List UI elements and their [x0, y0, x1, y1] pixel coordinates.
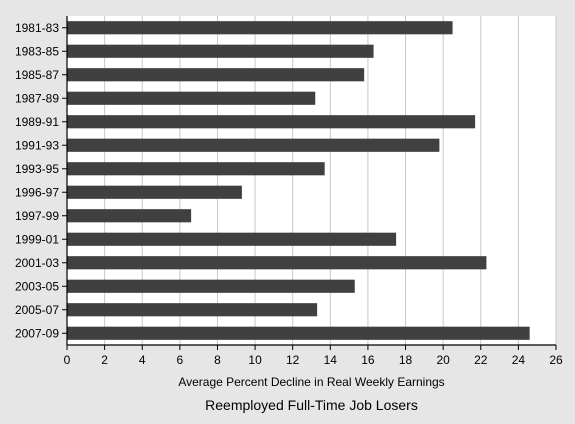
x-tick-label-6: 6 [177, 353, 184, 367]
x-tick-label-4: 4 [139, 353, 146, 367]
bar-1985-87 [67, 68, 365, 82]
y-tick-label-2003-05: 2003-05 [15, 279, 59, 293]
x-tick-label-0: 0 [64, 353, 71, 367]
y-tick-label-2005-07: 2005-07 [15, 303, 59, 317]
bar-1996-97 [67, 185, 242, 199]
x-tick-label-10: 10 [248, 353, 262, 367]
y-tick-label-1991-93: 1991-93 [15, 138, 59, 152]
x-tick-label-24: 24 [512, 353, 526, 367]
x-tick-label-18: 18 [399, 353, 413, 367]
x-tick-label-12: 12 [286, 353, 300, 367]
x-axis-label: Average Percent Decline in Real Weekly E… [178, 375, 444, 389]
bar-1987-89 [67, 91, 316, 105]
bar-1983-85 [67, 44, 374, 58]
bar-1997-99 [67, 209, 192, 223]
y-tick-label-1981-83: 1981-83 [15, 21, 59, 35]
y-tick-labels: 1981-83 1983-85 1985-87 1987-89 1989-91 1991-… [15, 21, 59, 341]
bar-1999-01 [67, 232, 397, 246]
plot-area [67, 16, 556, 345]
x-tick-label-16: 16 [361, 353, 375, 367]
y-tick-label-1985-87: 1985-87 [15, 68, 59, 82]
bar-1989-91 [67, 115, 476, 129]
y-tick-label-1983-85: 1983-85 [15, 44, 59, 58]
bar-2005-07 [67, 303, 318, 317]
bars [67, 21, 530, 340]
x-tick-label-8: 8 [214, 353, 221, 367]
y-tick-label-1996-97: 1996-97 [15, 185, 59, 199]
bar-2003-05 [67, 279, 355, 293]
bar-1993-95 [67, 162, 325, 176]
x-tick-label-26: 26 [549, 353, 563, 367]
chart-caption: Reemployed Full-Time Job Losers [205, 397, 418, 413]
bar-2001-03 [67, 256, 487, 270]
y-tick-label-2001-03: 2001-03 [15, 256, 59, 270]
y-tick-label-1993-95: 1993-95 [15, 162, 59, 176]
x-tick-label-22: 22 [474, 353, 488, 367]
x-tick-label-14: 14 [324, 353, 338, 367]
bar-2007-09 [67, 326, 530, 340]
bar-1981-83 [67, 21, 453, 35]
bar-1991-93 [67, 138, 440, 152]
x-tick-label-2: 2 [101, 353, 108, 367]
y-tick-label-1997-99: 1997-99 [15, 209, 59, 223]
x-tick-label-20: 20 [436, 353, 450, 367]
y-tick-label-1987-89: 1987-89 [15, 91, 59, 105]
axes [62, 16, 557, 350]
x-tick-labels: 0 2 4 6 8 10 12 14 16 18 20 22 24 26 [64, 353, 563, 367]
y-tick-label-1999-01: 1999-01 [15, 232, 59, 246]
y-tick-label-2007-09: 2007-09 [15, 326, 59, 340]
y-tick-label-1989-91: 1989-91 [15, 115, 59, 129]
